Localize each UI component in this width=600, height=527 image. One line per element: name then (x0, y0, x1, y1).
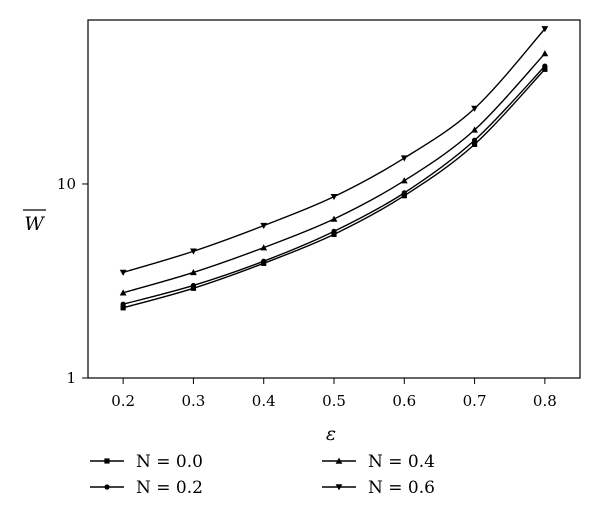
data-point (119, 289, 127, 296)
data-point (190, 285, 197, 291)
data-point (471, 141, 478, 147)
legend-label: N = 0.6 (368, 478, 435, 498)
data-point (120, 305, 126, 311)
x-tick-label: 0.5 (322, 392, 346, 410)
series-n-0-4 (119, 50, 549, 296)
legend-marker (335, 457, 343, 464)
data-point (541, 50, 549, 57)
data-point (542, 63, 548, 69)
data-point (542, 66, 548, 72)
data-point (400, 155, 408, 162)
legend-marker (335, 484, 343, 491)
x-axis-label: ε (326, 423, 336, 445)
data-point (119, 269, 127, 276)
data-point (261, 258, 267, 264)
legend-item: N = 0.2 (90, 478, 203, 498)
legend-item: N = 0.4 (322, 452, 435, 472)
x-tick-label: 0.3 (181, 392, 205, 410)
y-axis-label: W (24, 213, 45, 235)
x-tick-label: 0.6 (392, 392, 416, 410)
data-point (401, 193, 407, 199)
x-tick-label: 0.7 (463, 392, 487, 410)
data-point (120, 301, 126, 307)
data-point (190, 248, 197, 255)
legend-label: N = 0.4 (368, 452, 435, 472)
legend-item: N = 0.0 (90, 452, 203, 472)
legend-marker (104, 458, 110, 464)
data-point (400, 177, 408, 184)
data-point (190, 282, 197, 289)
y-tick-label: 1 (66, 369, 76, 387)
series-n-0-6 (119, 26, 549, 276)
data-point (190, 269, 197, 276)
data-point (471, 137, 478, 143)
x-tick-label: 0.8 (533, 392, 557, 410)
data-point (541, 26, 549, 33)
axes: 0.2 0.3 0.4 0.5 0.6 0.7 0.8 1 10 (57, 175, 557, 410)
series-n-0-2 (120, 63, 548, 307)
legend: N = 0.0 N = 0.2 N = 0.4 N = 0.6 (90, 452, 435, 498)
series-line (122, 68, 546, 309)
legend-marker (104, 484, 110, 490)
data-point (471, 126, 478, 133)
x-tick-label: 0.2 (111, 392, 135, 410)
series-n-0-0 (120, 66, 548, 311)
data-point (331, 228, 337, 234)
legend-item: N = 0.6 (322, 478, 435, 498)
data-point (330, 215, 338, 222)
series-line (122, 53, 546, 294)
legend-label: N = 0.0 (136, 452, 203, 472)
data-point (330, 193, 338, 201)
series-layer (119, 26, 549, 311)
y-tick-label: 10 (57, 175, 76, 193)
legend-label: N = 0.2 (136, 478, 203, 498)
data-point (260, 244, 268, 251)
data-point (401, 190, 407, 196)
data-point (471, 105, 478, 112)
data-point (331, 231, 337, 237)
x-tick-label: 0.4 (252, 392, 276, 410)
data-point (260, 222, 268, 230)
